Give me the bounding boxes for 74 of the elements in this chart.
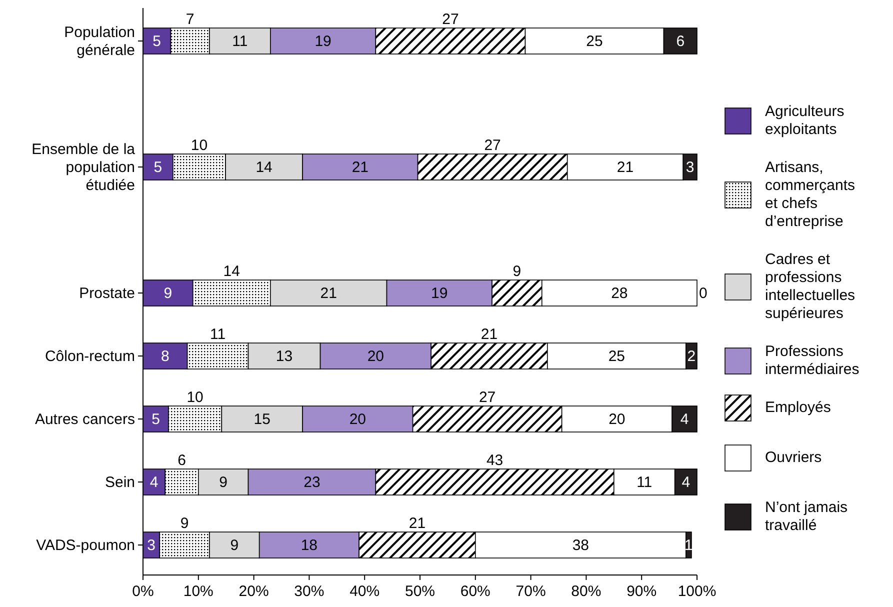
data-label: 19 — [314, 33, 332, 50]
data-label: 25 — [608, 348, 626, 365]
data-label: 38 — [572, 537, 590, 554]
x-tick-label: 40% — [350, 583, 380, 600]
y-tick-label: VADS-poumon — [36, 537, 135, 554]
y-tick-label: Prostate — [79, 285, 135, 302]
x-tick-label: 60% — [460, 583, 490, 600]
y-tick-label: Ensemble de la population étudiée — [32, 141, 136, 194]
data-label: 20 — [367, 348, 384, 365]
data-label: 9 — [230, 537, 239, 554]
data-label: 20 — [608, 411, 626, 428]
data-label: 5 — [154, 159, 162, 176]
data-label: 9 — [512, 263, 522, 280]
data-label: 28 — [611, 285, 628, 302]
legend-label: N’ont jamais travaillé — [765, 499, 848, 534]
data-label: 27 — [478, 389, 496, 406]
legend-label: Agriculteurs exploitants — [765, 103, 844, 138]
data-label: 21 — [616, 159, 634, 176]
data-label: 4 — [682, 474, 690, 491]
x-tick-label: 30% — [294, 583, 324, 600]
data-label: 11 — [232, 33, 248, 50]
data-label: 4 — [150, 474, 158, 491]
x-tick-label: 80% — [571, 583, 602, 600]
data-label: 4 — [680, 411, 689, 428]
data-label: 15 — [254, 411, 270, 428]
data-label: 11 — [636, 474, 652, 491]
legend-label: Professions intermédiaires — [765, 343, 860, 378]
data-label: 20 — [349, 411, 366, 428]
data-label: 2 — [687, 348, 696, 365]
legend-label: Employés — [765, 399, 831, 416]
data-label: 9 — [219, 474, 228, 491]
data-label: 27 — [442, 11, 459, 28]
data-label: 21 — [480, 326, 498, 343]
data-label: 1 — [684, 537, 693, 554]
data-label: 10 — [190, 137, 208, 154]
data-label: 23 — [304, 474, 320, 491]
data-label: 21 — [408, 515, 426, 532]
data-label: 21 — [352, 159, 369, 176]
y-tick-label: Autres cancers — [34, 411, 135, 428]
data-label: 7 — [186, 11, 194, 28]
x-tick-label: 0% — [132, 583, 154, 600]
data-label: 25 — [586, 33, 603, 50]
y-tick-label: Sein — [104, 474, 135, 491]
data-label: 10 — [186, 389, 204, 406]
x-tick-label: 100% — [678, 583, 716, 600]
data-label: 18 — [300, 537, 318, 554]
x-tick-label: 50% — [404, 583, 436, 600]
x-tick-label: 90% — [626, 583, 657, 600]
data-label: 27 — [484, 137, 501, 154]
x-tick-label: 70% — [516, 583, 546, 600]
data-label: 19 — [431, 285, 448, 302]
data-label: 6 — [676, 33, 685, 50]
data-label: 3 — [686, 159, 694, 176]
legend-label: Cadres et professions intellectuelles supérieures — [765, 251, 856, 322]
data-label: 5 — [152, 411, 160, 428]
data-label: 0 — [699, 285, 708, 302]
data-label: 9 — [164, 285, 172, 302]
data-label: 8 — [160, 348, 170, 365]
data-label: 6 — [178, 452, 186, 469]
data-label: 43 — [486, 452, 504, 469]
legend-label: Ouvriers — [765, 449, 822, 466]
x-tick-label: 20% — [238, 583, 269, 600]
legend-label: Artisans, commerçants et chefs d’entreprise — [765, 159, 856, 230]
data-label: 5 — [152, 33, 162, 50]
data-label: 9 — [180, 515, 189, 532]
data-label: 14 — [256, 159, 272, 176]
data-label: 13 — [276, 348, 293, 365]
data-label: 3 — [147, 537, 156, 554]
data-label: 21 — [320, 285, 337, 302]
y-tick-label: Population générale — [64, 24, 135, 59]
data-label: 14 — [223, 263, 240, 280]
x-tick-label: 10% — [183, 583, 214, 600]
data-label: 11 — [210, 326, 226, 343]
y-tick-label: Côlon-rectum — [44, 348, 135, 365]
